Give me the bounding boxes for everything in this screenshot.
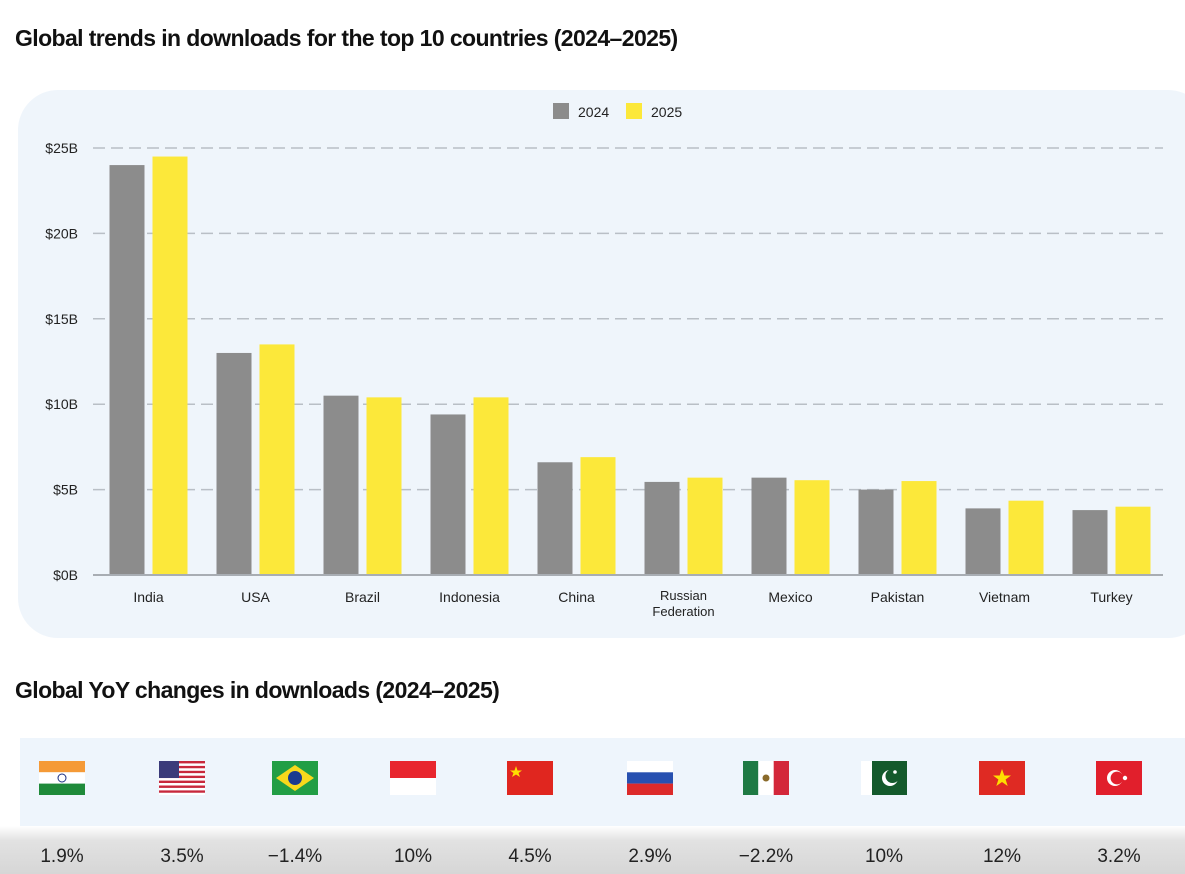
yoy-change-value: 2.9%	[628, 846, 672, 867]
yoy-change-value: 12%	[982, 846, 1022, 867]
y-tick-label: $0B	[53, 567, 78, 583]
yoy-change-value: −1.4%	[267, 846, 323, 867]
turkey-flag-icon	[1096, 761, 1142, 800]
bar-2025	[473, 397, 509, 575]
pakistan-flag-icon	[861, 761, 907, 800]
x-tick-label: Pakistan	[871, 589, 925, 605]
bar-2024	[644, 481, 680, 575]
x-tick-label: India	[133, 589, 164, 605]
india-flag-icon	[39, 761, 85, 800]
x-tick-label: Brazil	[345, 589, 380, 605]
yoy-change-value: 10%	[864, 846, 904, 867]
x-tick-label: USA	[241, 589, 270, 605]
y-tick-label: $5B	[53, 482, 78, 498]
indonesia-flag-icon	[390, 761, 436, 800]
yoy-change-row	[0, 826, 1185, 874]
usa-flag-icon	[159, 761, 205, 800]
russia-flag-icon	[627, 761, 673, 800]
bar-2024	[109, 165, 145, 575]
yoy-change-value: 1.9%	[40, 846, 84, 867]
y-tick-label: $25B	[45, 140, 78, 156]
bar-2025	[1115, 506, 1151, 575]
china-flag-icon	[507, 761, 553, 800]
bar-chart: $0B $5B $10B $15B $20B $25B India USA Brazil Indo…	[45, 103, 1163, 619]
bar-2024	[216, 352, 252, 575]
bar-2024	[537, 462, 573, 575]
bar-2025	[366, 397, 402, 575]
y-tick-label: $20B	[45, 225, 78, 241]
bar-2025	[580, 457, 616, 575]
x-tick-label: Mexico	[768, 589, 813, 605]
x-tick-label: Russian Federation	[652, 588, 714, 619]
bar-2025	[901, 481, 937, 575]
yoy-change-value: 4.5%	[508, 846, 552, 867]
yoy-change-value: 3.2%	[1097, 846, 1141, 867]
x-tick-label: Indonesia	[439, 589, 500, 605]
bar-2025	[794, 480, 830, 575]
brazil-flag-icon	[272, 761, 318, 800]
x-tick-label: Vietnam	[979, 589, 1030, 605]
yoy-change-value: 3.5%	[160, 846, 204, 867]
vietnam-flag-icon	[979, 761, 1025, 800]
mexico-flag-icon	[743, 761, 789, 800]
legend-swatch-2024	[553, 103, 569, 119]
bar-2024	[1072, 510, 1108, 575]
x-tick-label: Turkey	[1090, 589, 1132, 605]
bar-2025	[687, 477, 723, 575]
bar-2024	[323, 395, 359, 575]
bar-2025	[259, 344, 295, 575]
bar-2025	[1008, 500, 1044, 575]
yoy-change-value: 10%	[393, 846, 433, 867]
bar-2024	[751, 477, 787, 575]
x-tick-label: China	[558, 589, 595, 605]
bar-2025	[152, 156, 188, 576]
legend-label: 2025	[651, 104, 682, 120]
y-tick-label: $15B	[45, 311, 78, 327]
yoy-change-value: −2.2%	[738, 846, 794, 867]
yoy-title: Global YoY changes in downloads (2024–20…	[15, 677, 500, 703]
legend-swatch-2025	[626, 103, 642, 119]
y-tick-label: $10B	[45, 396, 78, 412]
legend-label: 2024	[578, 104, 609, 120]
bar-2024	[858, 489, 894, 575]
bar-2024	[430, 414, 466, 575]
bar-2024	[965, 508, 1001, 575]
chart-title: Global trends in downloads for the top 1…	[15, 25, 678, 51]
